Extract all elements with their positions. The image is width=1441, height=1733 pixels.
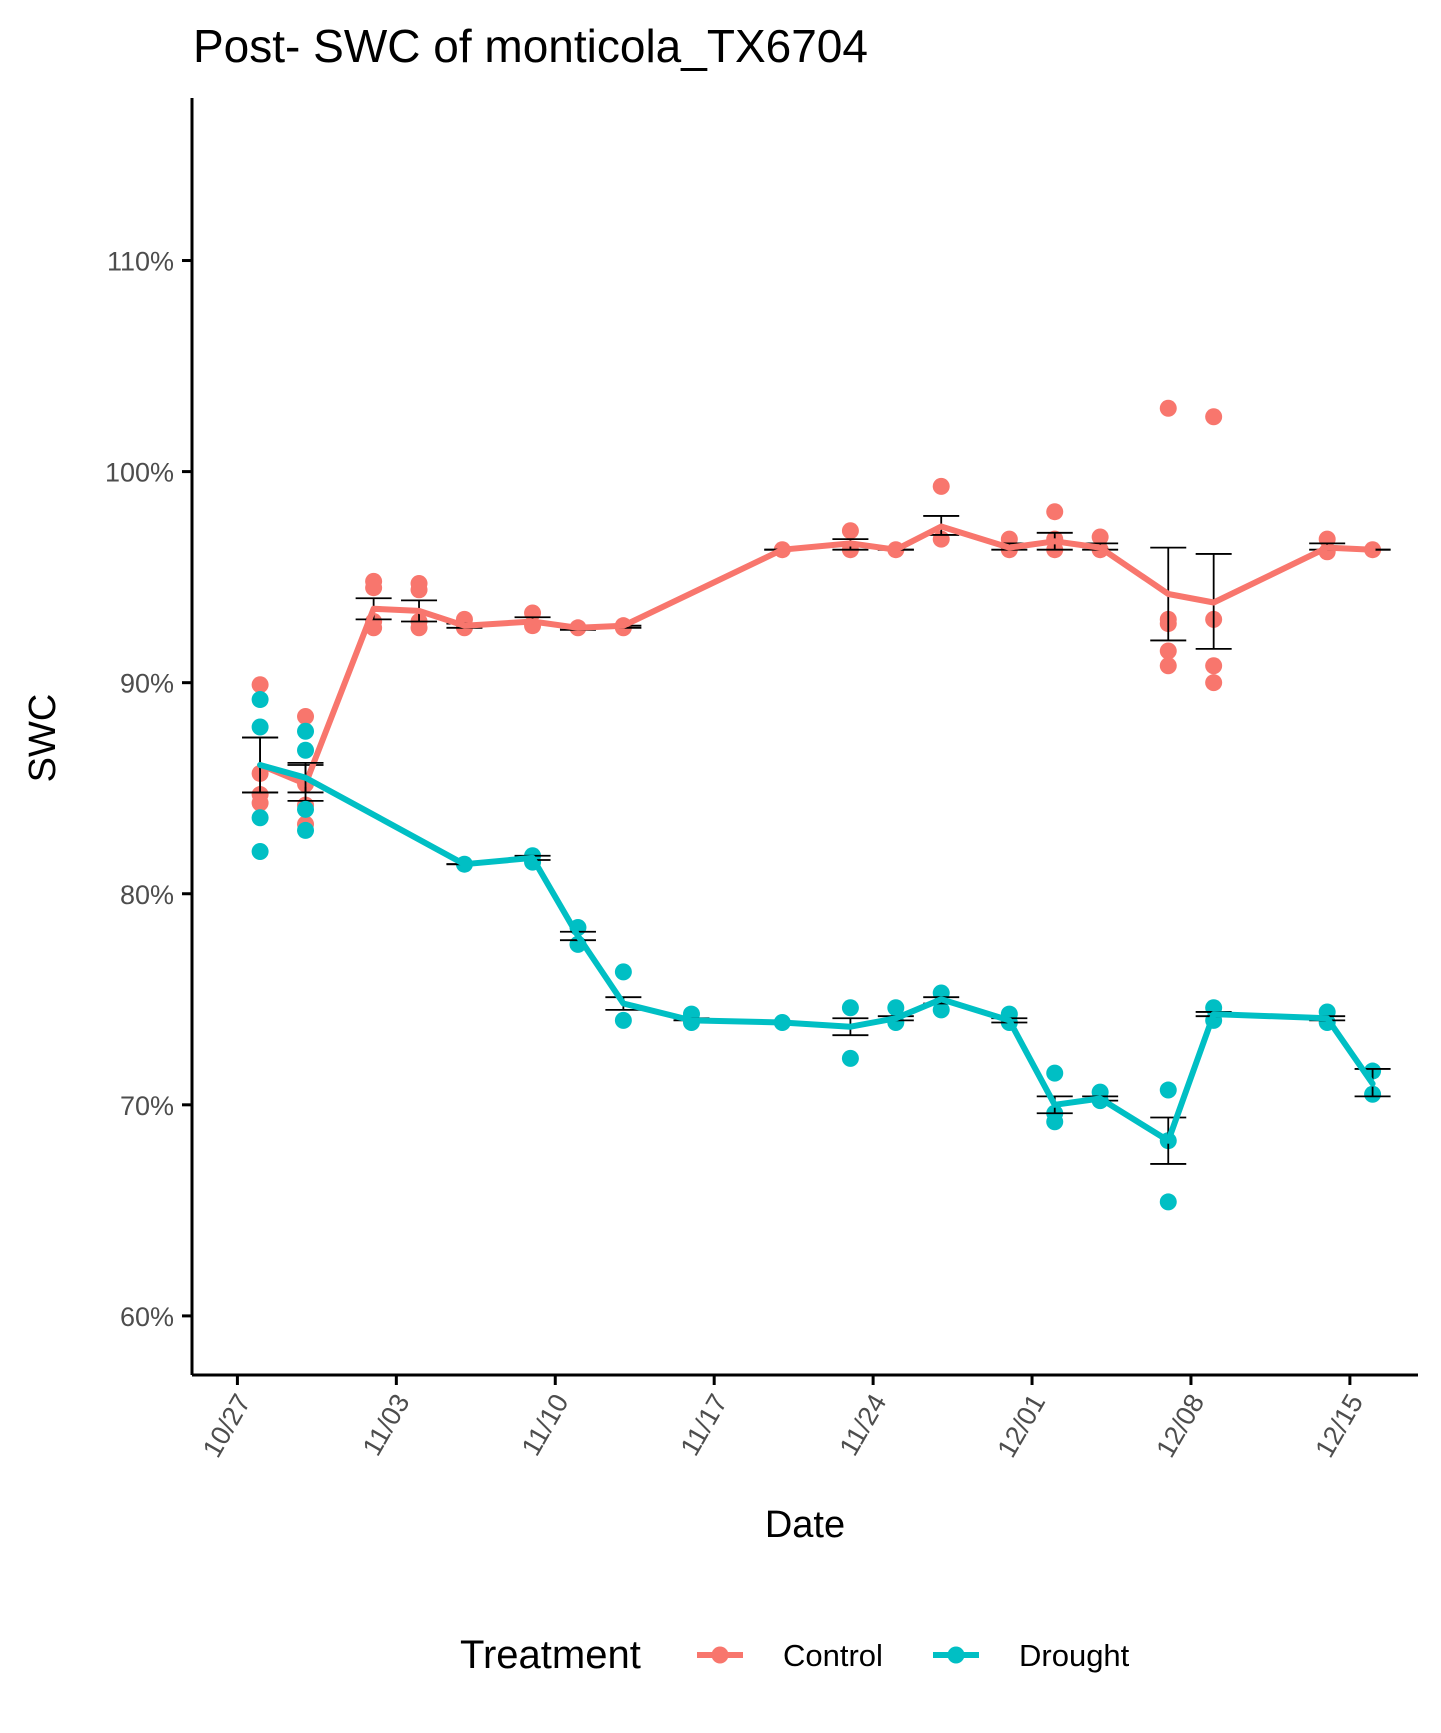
legend-entry-drought: Drought xyxy=(933,1638,1130,1673)
legend-entry-control: Control xyxy=(697,1638,883,1673)
x-axis-ticks: 10/27 11/03 11/10 11/17 11/24 12/01 12/08 12/15 xyxy=(197,1375,1369,1463)
x-tick-label: 10/27 xyxy=(197,1389,257,1463)
x-tick-label: 11/17 xyxy=(675,1389,734,1461)
plot-area: 60% 70% 80% 90% 100% 110% 10/27 11/03 11/10 11/1… xyxy=(105,98,1418,1463)
data-point xyxy=(410,619,428,637)
data-point xyxy=(297,722,315,740)
series-line-control xyxy=(257,523,1376,787)
legend-label: Drought xyxy=(1019,1638,1130,1673)
data-point xyxy=(297,821,315,839)
data-point xyxy=(1091,528,1109,546)
legend-title: Treatment xyxy=(460,1633,641,1677)
y-tick-label: 90% xyxy=(120,669,174,699)
data-point xyxy=(297,800,315,818)
y-axis-ticks: 60% 70% 80% 90% 100% 110% xyxy=(105,247,192,1332)
x-tick-label: 11/10 xyxy=(516,1389,575,1461)
series-layer xyxy=(242,399,1391,1211)
data-point xyxy=(297,707,315,725)
data-point xyxy=(841,999,859,1017)
x-axis-title: Date xyxy=(765,1504,845,1546)
data-point xyxy=(841,522,859,540)
y-tick-label: 100% xyxy=(105,458,174,488)
data-point xyxy=(1046,1113,1064,1131)
data-point xyxy=(1159,642,1177,660)
legend: Treatment Control Drought xyxy=(460,1633,1130,1677)
data-point xyxy=(251,809,269,827)
data-point xyxy=(1159,399,1177,417)
legend-label: Control xyxy=(783,1638,883,1673)
series-control xyxy=(242,399,1391,833)
data-point xyxy=(614,963,632,981)
data-point xyxy=(251,843,269,861)
x-tick-label: 12/08 xyxy=(1150,1389,1210,1463)
data-point xyxy=(251,676,269,694)
data-point xyxy=(251,718,269,736)
legend-entries: Control Drought xyxy=(697,1638,1130,1673)
data-point xyxy=(932,1001,950,1019)
data-point xyxy=(841,1049,859,1067)
data-point xyxy=(297,741,315,759)
series-drought xyxy=(242,691,1391,1211)
data-point xyxy=(1205,674,1223,692)
x-tick-label: 12/01 xyxy=(991,1389,1051,1463)
y-axis-title: SWC xyxy=(22,694,64,783)
data-point xyxy=(614,1011,632,1029)
legend-key-point xyxy=(711,1646,729,1664)
chart-title: Post- SWC of monticola_TX6704 xyxy=(193,20,868,72)
y-tick-label: 60% xyxy=(120,1302,174,1332)
data-point xyxy=(410,581,428,599)
x-tick-label: 12/15 xyxy=(1309,1389,1369,1463)
legend-key-point xyxy=(947,1646,965,1664)
data-point xyxy=(1046,1064,1064,1082)
data-point xyxy=(887,999,905,1017)
data-point xyxy=(1159,657,1177,675)
data-point xyxy=(1205,657,1223,675)
data-point xyxy=(251,691,269,709)
data-point xyxy=(932,477,950,495)
x-tick-label: 11/03 xyxy=(357,1389,416,1461)
data-point xyxy=(1205,408,1223,426)
data-point xyxy=(251,794,269,812)
data-point xyxy=(365,579,383,597)
data-point xyxy=(1159,1193,1177,1211)
data-point xyxy=(1046,503,1064,521)
y-tick-label: 80% xyxy=(120,880,174,910)
series-line-drought xyxy=(257,762,1376,1144)
x-tick-label: 11/24 xyxy=(834,1389,893,1461)
y-tick-label: 70% xyxy=(120,1091,174,1121)
data-point xyxy=(1159,1081,1177,1099)
y-tick-label: 110% xyxy=(107,247,174,277)
